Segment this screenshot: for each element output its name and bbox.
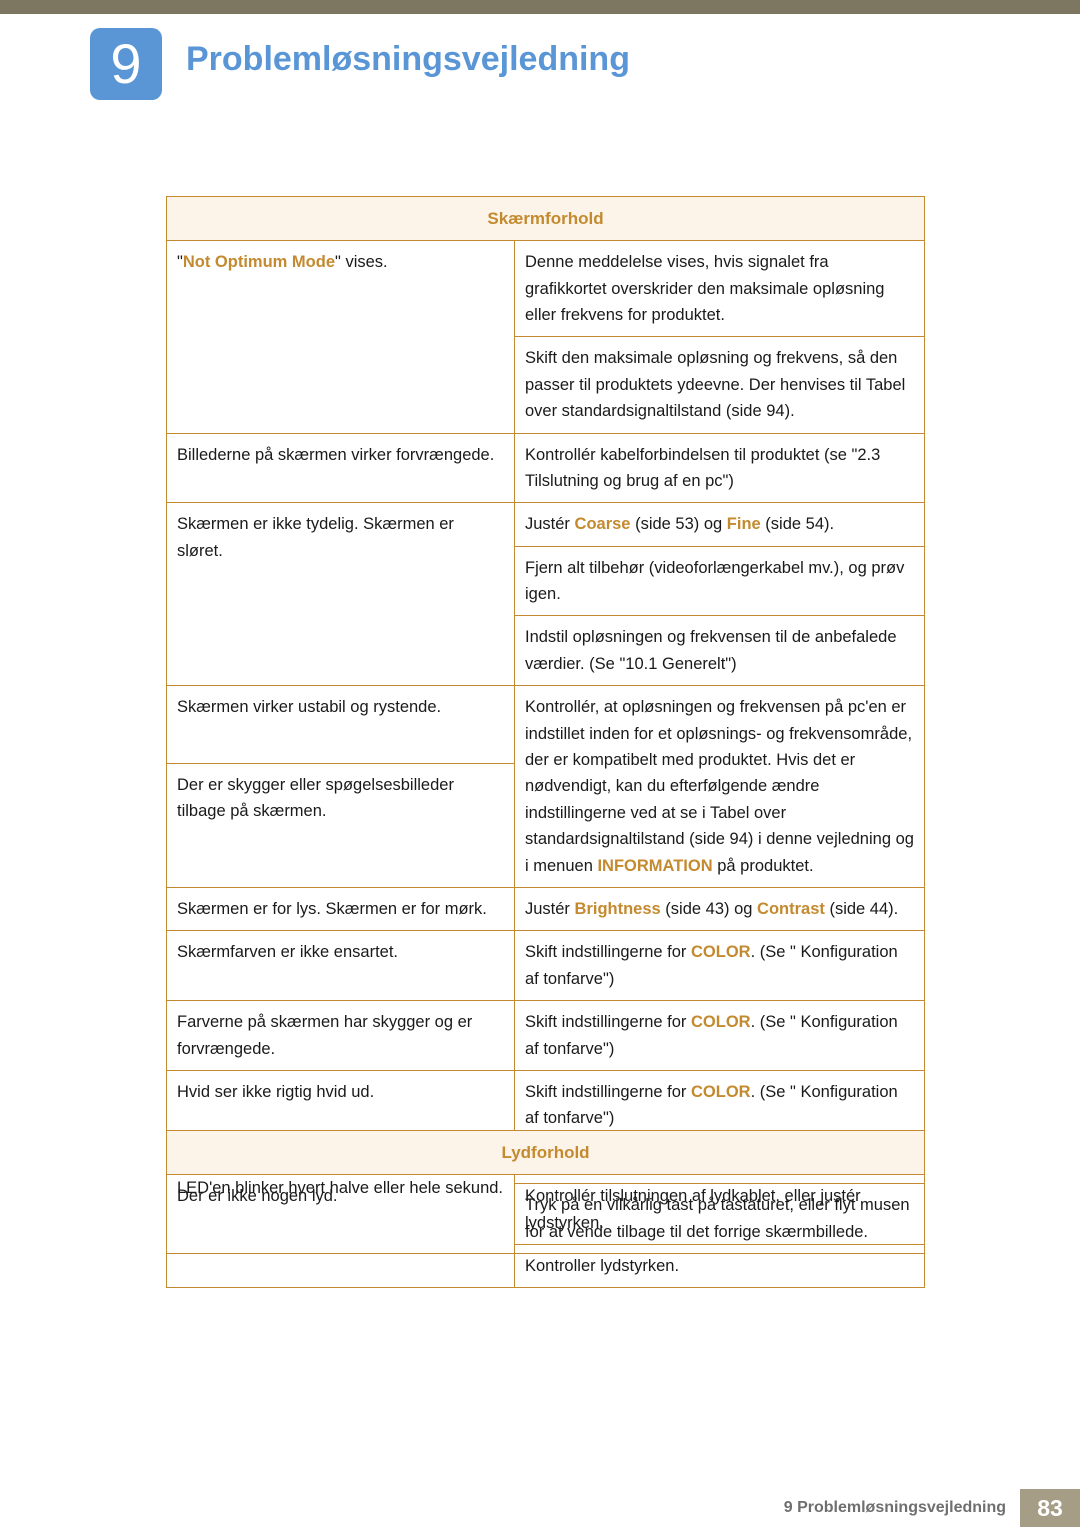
problem-cell: Billederne på skærmen virker forvrængede… xyxy=(167,433,515,503)
solution-cell: Fjern alt tilbehør (videoforlængerkabel … xyxy=(515,546,925,616)
page: 9 Problemløsningsvejledning Skærmforhold… xyxy=(0,0,1080,1527)
table-body: Der er ikke nogen lyd. Kontrollér tilslut… xyxy=(167,1175,925,1288)
cell-text: Skærmen virker ustabil og rystende. xyxy=(177,698,441,716)
highlight-term: COLOR xyxy=(691,1083,751,1101)
problem-cell: "Not Optimum Mode" vises. xyxy=(167,241,515,433)
footer-label: 9 Problemløsningsvejledning xyxy=(770,1489,1020,1527)
problem-cell: Skærmen virker ustabil og rystende. xyxy=(167,686,515,763)
screen-conditions-table: Skærmforhold "Not Optimum Mode" vises.De… xyxy=(166,196,925,1254)
cell-text: Skærmen er ikke tydelig. Skærmen er slør… xyxy=(177,515,454,559)
cell-text: " vises. xyxy=(335,253,388,271)
table-row: "Not Optimum Mode" vises.Denne meddelels… xyxy=(167,241,925,337)
solution-cell: Skift den maksimale opløsning og frekven… xyxy=(515,337,925,433)
problem-cell: Farverne på skærmen har skygger og er fo… xyxy=(167,1001,515,1071)
highlight-term: COLOR xyxy=(691,1013,751,1031)
cell-text: Der er skygger eller spøgelsesbilleder t… xyxy=(177,776,454,820)
cell-text: (side 53) og xyxy=(630,515,726,533)
table-row: Der er ikke nogen lyd. Kontrollér tilslut… xyxy=(167,1175,925,1245)
cell-text: Skift indstillingerne for xyxy=(525,943,691,961)
cell-text: Justér xyxy=(525,900,575,918)
cell-text: Denne meddelelse vises, hvis signalet fr… xyxy=(525,253,884,324)
cell-text: Skærmen er for lys. Skærmen er for mørk. xyxy=(177,900,487,918)
solution-cell: Justér Coarse (side 53) og Fine (side 54… xyxy=(515,503,925,546)
problem-cell: Skærmen er ikke tydelig. Skærmen er slør… xyxy=(167,503,515,686)
table-row: Skærmen er for lys. Skærmen er for mørk.… xyxy=(167,888,925,931)
cell-text: Der er ikke nogen lyd. xyxy=(177,1187,338,1205)
cell-text: Kontrollér tilslutningen af lydkablet, e… xyxy=(525,1187,861,1231)
table-body: "Not Optimum Mode" vises.Denne meddelels… xyxy=(167,241,925,1254)
solution-cell: Kontroller lydstyrken. xyxy=(515,1244,925,1287)
cell-text: Indstil opløsningen og frekvensen til de… xyxy=(525,628,897,672)
chapter-title: Problemløsningsvejledning xyxy=(186,40,630,79)
chapter-badge: 9 xyxy=(90,28,162,100)
table-row: Skærmen er ikke tydelig. Skærmen er slør… xyxy=(167,503,925,546)
cell-text: (side 43) og xyxy=(661,900,757,918)
solution-cell: Kontrollér kabelforbindelsen til produkt… xyxy=(515,433,925,503)
solution-cell: Justér Brightness (side 43) og Contrast … xyxy=(515,888,925,931)
table-row: Skærmen virker ustabil og rystende.Kontr… xyxy=(167,686,925,763)
cell-text: (side 54). xyxy=(761,515,834,533)
table-row: Skærmfarven er ikke ensartet. Skift indst… xyxy=(167,931,925,1001)
table-row: Farverne på skærmen har skygger og er fo… xyxy=(167,1001,925,1071)
highlight-term: Fine xyxy=(727,515,761,533)
cell-text: Skærmfarven er ikke ensartet. xyxy=(177,943,398,961)
highlight-term: Brightness xyxy=(575,900,661,918)
highlight-term: Not Optimum Mode xyxy=(183,253,335,271)
highlight-term: INFORMATION xyxy=(597,857,712,875)
solution-cell: Indstil opløsningen og frekvensen til de… xyxy=(515,616,925,686)
problem-cell: Skærmfarven er ikke ensartet. xyxy=(167,931,515,1001)
problem-cell: Skærmen er for lys. Skærmen er for mørk. xyxy=(167,888,515,931)
cell-text: Fjern alt tilbehør (videoforlængerkabel … xyxy=(525,559,904,603)
sound-conditions-table: Lydforhold Der er ikke nogen lyd. Kontrol… xyxy=(166,1130,925,1288)
cell-text: Hvid ser ikke rigtig hvid ud. xyxy=(177,1083,374,1101)
table-header: Lydforhold xyxy=(167,1131,925,1175)
footer-page-number: 83 xyxy=(1020,1489,1080,1527)
cell-text: Skift indstillingerne for xyxy=(525,1083,691,1101)
cell-text: Billederne på skærmen virker forvrængede… xyxy=(177,446,494,464)
solution-cell: Denne meddelelse vises, hvis signalet fr… xyxy=(515,241,925,337)
solution-cell: Kontrollér tilslutningen af lydkablet, e… xyxy=(515,1175,925,1245)
cell-text: (side 44). xyxy=(825,900,898,918)
cell-text: Kontrollér, at opløsningen og frekvensen… xyxy=(525,698,914,874)
problem-cell: Der er skygger eller spøgelsesbilleder t… xyxy=(167,763,515,887)
highlight-term: Contrast xyxy=(757,900,825,918)
highlight-term: COLOR xyxy=(691,943,751,961)
cell-text: Farverne på skærmen har skygger og er fo… xyxy=(177,1013,472,1057)
cell-text: på produktet. xyxy=(713,857,814,875)
chapter-number: 9 xyxy=(110,36,141,92)
top-bar xyxy=(0,0,1080,14)
cell-text: Kontrollér kabelforbindelsen til produkt… xyxy=(525,446,880,490)
cell-text: Justér xyxy=(525,515,575,533)
cell-text: Kontroller lydstyrken. xyxy=(525,1257,679,1275)
solution-cell: Skift indstillingerne for COLOR. (Se " K… xyxy=(515,931,925,1001)
table-row: Billederne på skærmen virker forvrængede… xyxy=(167,433,925,503)
solution-cell: Skift indstillingerne for COLOR. (Se " K… xyxy=(515,1001,925,1071)
cell-text: Skift den maksimale opløsning og frekven… xyxy=(525,349,905,420)
problem-cell: Der er ikke nogen lyd. xyxy=(167,1175,515,1288)
cell-text: Skift indstillingerne for xyxy=(525,1013,691,1031)
solution-cell: Kontrollér, at opløsningen og frekvensen… xyxy=(515,686,925,888)
table-header: Skærmforhold xyxy=(167,197,925,241)
footer: 9 Problemløsningsvejledning 83 xyxy=(0,1489,1080,1527)
highlight-term: Coarse xyxy=(575,515,631,533)
